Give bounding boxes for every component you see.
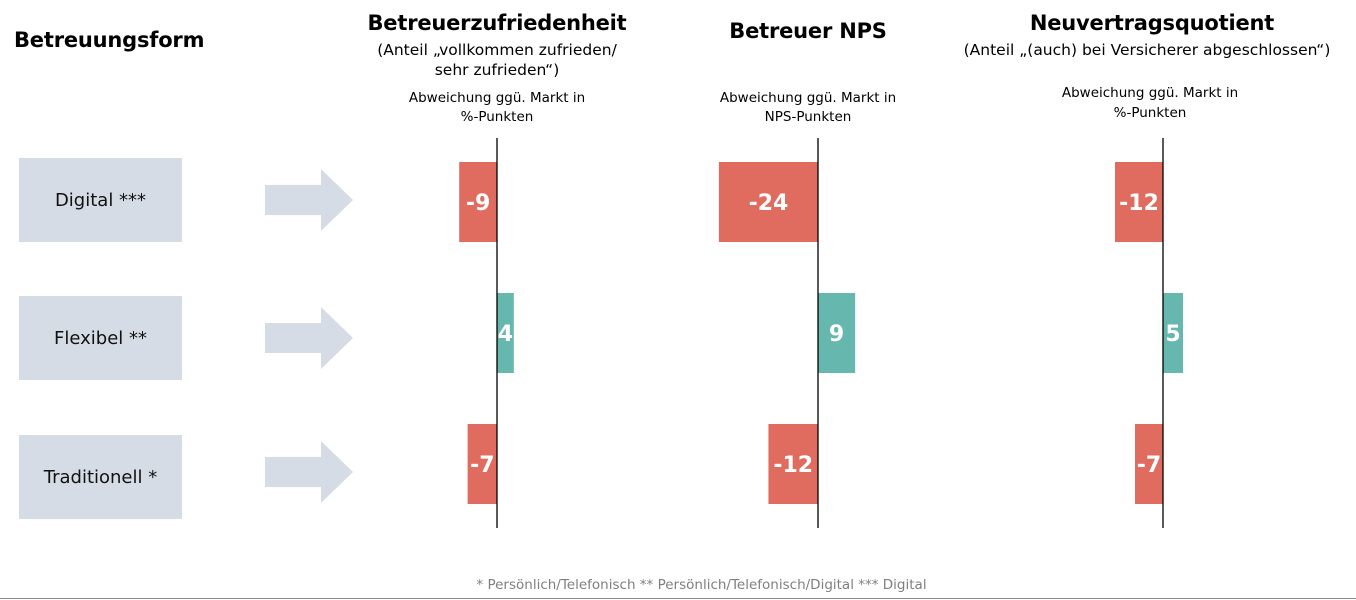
category-box-digital: Digital *** [19,158,182,242]
panel-unit-line: %-Punkten [460,109,534,125]
arrow-right-icon [265,441,353,503]
bar-value-label: -7 [470,453,494,478]
panel-subtitle-line: (Anteil „(auch) bei Versicherer abgeschl… [963,41,1331,59]
panel-subtitle-line: (Anteil „vollkommen zufrieden/ [377,41,617,59]
panel-title-neuvertrag: Neuvertragsquotient [1029,11,1275,35]
bar [1163,293,1183,373]
category-box-traditionell: Traditionell * [19,435,182,519]
panel-title-nps: Betreuer NPS [729,19,887,43]
arrow-right-icon [265,307,353,369]
bar [467,424,497,504]
bar [768,424,818,504]
panel-unit-line: Abweichung ggü. Markt in [408,90,586,106]
bar-value-label: -12 [773,453,813,478]
panel-unit-line: Abweichung ggü. Markt in [1061,85,1239,101]
panel-subtitle-line: sehr zufrieden“) [434,61,560,79]
bar-value-label: -9 [466,191,490,216]
left-header: Betreuungsform [14,28,205,52]
bar-value-label: -7 [1137,453,1161,478]
footnote: * Persönlich/Telefonisch ** Persönlich/T… [476,577,927,593]
bar-value-label: 4 [498,322,513,347]
bar-value-label: 9 [829,322,844,347]
category-label: Flexibel ** [54,327,147,349]
panel-unit-line: %-Punkten [1113,105,1187,121]
bar-value-label: 5 [1165,322,1180,347]
bar [1135,424,1163,504]
bar [718,162,818,242]
bar [497,293,514,373]
category-label: Traditionell * [43,466,158,488]
category-box-flexibel: Flexibel ** [19,296,182,380]
panel-unit-line: Abweichung ggü. Markt in [719,90,897,106]
category-label: Digital *** [54,189,147,211]
panel-title-zufriedenheit: Betreuerzufriedenheit [367,11,627,35]
bar-value-label: -12 [1119,191,1159,216]
bar [459,162,497,242]
bar-value-label: -24 [749,191,789,216]
bar [1115,162,1163,242]
panel-unit-line: NPS-Punkten [764,109,852,125]
bottom-divider [0,598,1356,599]
arrow-right-icon [265,169,353,231]
bar [818,293,856,373]
